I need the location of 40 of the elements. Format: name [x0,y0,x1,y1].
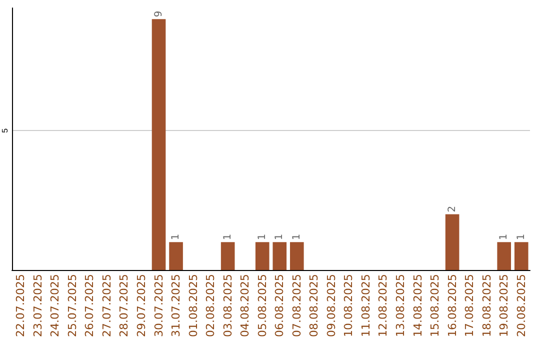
data-label: 1 [516,234,527,240]
data-label: 1 [498,234,510,240]
x-tick-label: 01.08.2025 [186,274,200,337]
x-tick-label: 08.08.2025 [308,274,321,337]
y-tick-label: 5 [0,128,10,133]
data-label: 2 [446,206,458,212]
data-label: 1 [256,234,268,240]
x-tick-label: 16.08.2025 [446,274,459,337]
x-tick-label: 23.07.2025 [31,274,44,337]
x-tick-label: 19.08.2025 [498,274,511,337]
x-tick-label: 12.08.2025 [376,274,390,337]
x-tick-label: 24.07.2025 [48,274,62,337]
x-tick-label: 02.08.2025 [204,274,218,337]
x-tick-label: 18.08.2025 [480,274,494,337]
x-tick-label: 27.07.2025 [100,274,114,337]
x-tick-label: 14.08.2025 [411,274,424,337]
x-tick-label: 30.07.2025 [152,274,166,337]
x-tick-label: 20.08.2025 [514,274,528,337]
x-tick-label: 07.08.2025 [290,274,304,337]
x-tick-label: 03.08.2025 [221,274,234,337]
data-label: 1 [170,234,182,240]
x-tick-label: 29.07.2025 [135,274,148,337]
data-label: 9 [153,10,164,18]
data-label: 1 [222,234,234,240]
x-tick-label: 15.08.2025 [428,274,442,337]
x-tick-label: 22.07.2025 [14,274,28,337]
x-tick-label: 05.08.2025 [256,274,269,337]
x-tick-label: 26.07.2025 [83,274,96,337]
x-tick-label: 09.08.2025 [324,274,338,337]
x-tick-label: 17.08.2025 [463,274,476,337]
x-tick-label: 10.08.2025 [342,274,356,337]
x-tick-label: 28.07.2025 [118,274,131,337]
x-tick-label: 04.08.2025 [238,274,252,337]
x-tick-label: 31.07.2025 [170,274,183,337]
x-tick-label: 13.08.2025 [394,274,407,337]
x-tick-label: 06.08.2025 [273,274,286,337]
x-tick-label: 11.08.2025 [359,274,372,337]
x-tick-label: 25.07.2025 [66,274,79,337]
data-label: 1 [274,234,286,240]
data-label: 1 [291,234,302,240]
